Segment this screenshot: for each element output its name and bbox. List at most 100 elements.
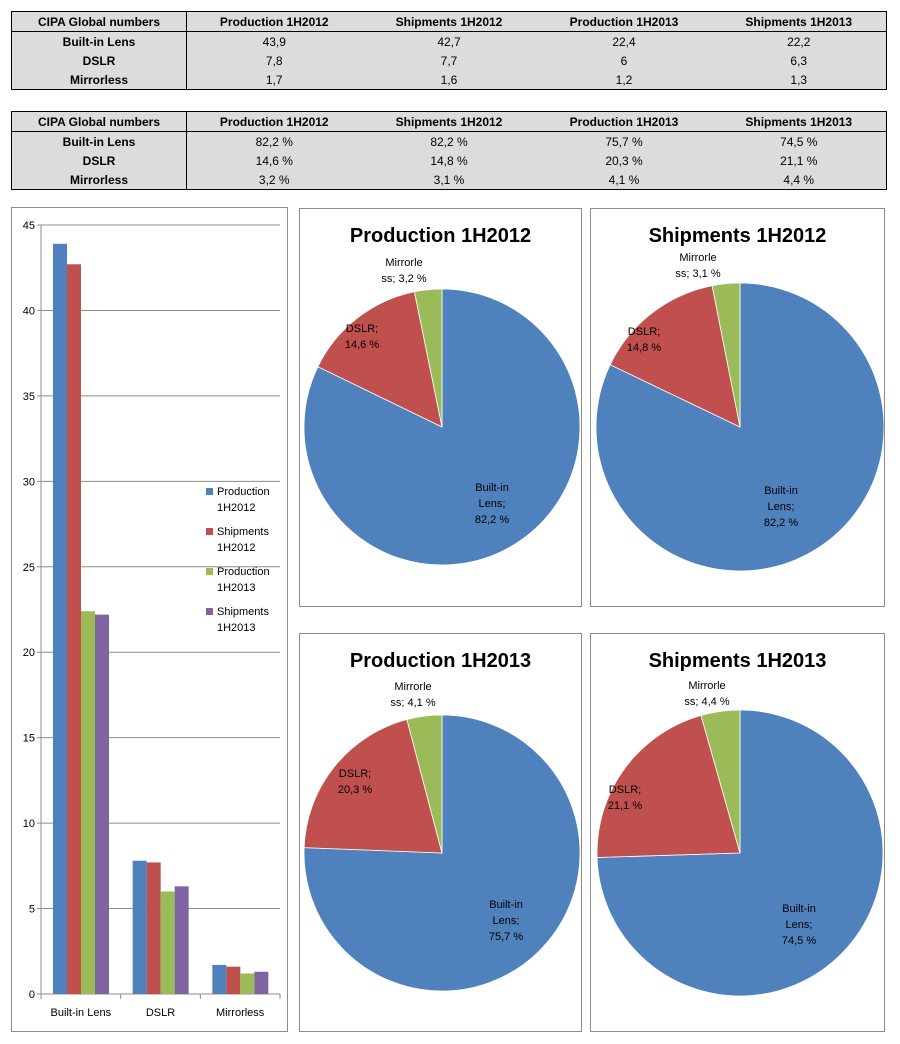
pie-chart-panel-production-1h2012: Production 1H2012 Built-in Lens; 82,2 % DSLR… [299, 208, 582, 607]
bar [174, 886, 189, 994]
pie-data-label: 75,7 % [489, 931, 523, 943]
pie-data-label: DSLR; [339, 768, 371, 780]
pie-data-label: 74,5 % [782, 935, 816, 947]
legend-swatch [206, 608, 213, 615]
y-tick-label: 25 [23, 562, 35, 574]
table-cell: 7,7 [440, 53, 458, 68]
shares-table-header-row: CIPA Global numbers Production 1H2012 Sh… [11, 111, 887, 132]
pie-slice [609, 285, 741, 428]
x-tick-label: Mirrorless [216, 1007, 265, 1019]
x-tick-label: Built-in Lens [51, 1007, 112, 1019]
table-row: Built-in Lens 82,2 % 82,2 % 75,7 % 74,5 … [11, 131, 887, 151]
header-cell: Production 1H2012 [186, 111, 362, 132]
y-tick-label: 15 [23, 733, 35, 745]
y-tick-label: 10 [23, 818, 35, 830]
pie-data-label: ss; 4,4 % [684, 696, 729, 708]
pie-chart-panel-shipments-1h2013: Shipments 1H2013 Built-in Lens; 74,5 % DSLR;… [590, 633, 885, 1032]
table-cell: 22,4 [612, 34, 636, 49]
bar [95, 614, 109, 994]
table-cell: 21,1 % [780, 153, 818, 168]
pie-title: Shipments 1H2013 [649, 650, 827, 672]
pie-chart-shipments-1h2012: Shipments 1H2012 Built-in Lens; 82,2 % DSLR;… [595, 225, 884, 572]
header-cell: CIPA Global numbers [11, 11, 187, 32]
pie-slice [303, 719, 443, 854]
pie-data-label: Lens; [493, 915, 520, 927]
table-cell: 82,2 % [255, 134, 293, 149]
counts-table: CIPA Global numbers Production 1H2012 Sh… [11, 11, 887, 90]
table-cell: 3,1 % [433, 172, 465, 187]
bar [53, 243, 67, 994]
y-tick-label: 40 [23, 305, 35, 317]
table-cell: 20,3 % [605, 153, 643, 168]
pie-data-label: ss; 4,1 % [390, 697, 435, 709]
bar [132, 860, 147, 994]
pie-slice [317, 291, 443, 428]
bar [240, 973, 255, 994]
table-row: Mirrorless 1,7 1,6 1,2 1,3 [11, 70, 887, 90]
header-cell: Shipments 1H2013 [711, 11, 887, 32]
legend-swatch [206, 488, 213, 495]
legend-label: 1H2013 [217, 582, 256, 594]
header-cell: Production 1H2013 [536, 111, 712, 132]
table-cell: 7,8 [265, 53, 283, 68]
pie-data-label: ss; 3,2 % [381, 273, 426, 285]
table-cell: 1,3 [790, 72, 808, 87]
pie-data-label: Mirrorle [688, 680, 725, 692]
table-cell: 4,1 % [608, 172, 640, 187]
legend-swatch [206, 528, 213, 535]
pie-data-label: Mirrorle [385, 257, 422, 269]
table-cell: 75,7 % [605, 134, 643, 149]
pie-title: Shipments 1H2012 [649, 225, 827, 247]
pie-slice [406, 714, 443, 854]
table-row: DSLR 14,6 % 14,8 % 20,3 % 21,1 % [11, 151, 887, 170]
pie-data-label: Mirrorle [394, 681, 431, 693]
pie-data-label: 82,2 % [475, 514, 509, 526]
row-label: Built-in Lens [11, 131, 187, 151]
pie-data-label: Lens; [786, 919, 813, 931]
row-label: DSLR [11, 51, 187, 70]
bar [146, 862, 161, 994]
header-cell: Production 1H2012 [186, 11, 362, 32]
bar [212, 964, 227, 994]
bar [81, 611, 95, 994]
header-cell: Shipments 1H2013 [711, 111, 887, 132]
shares-table: CIPA Global numbers Production 1H2012 Sh… [11, 111, 887, 190]
header-cell: Shipments 1H2012 [361, 11, 537, 32]
pie-slice [596, 714, 741, 858]
pie-data-label: 14,6 % [345, 339, 379, 351]
y-tick-label: 35 [23, 391, 35, 403]
pie-data-label: Mirrorle [679, 252, 716, 264]
table-cell: 1,6 [440, 72, 458, 87]
y-tick-label: 30 [23, 476, 35, 488]
row-label: Built-in Lens [11, 31, 187, 51]
pie-data-label: DSLR; [346, 323, 378, 335]
header-cell: Shipments 1H2012 [361, 111, 537, 132]
pie-chart-production-1h2012: Production 1H2012 Built-in Lens; 82,2 % DSLR… [303, 225, 581, 566]
y-tick-label: 20 [23, 647, 35, 659]
pie-data-label: Built-in [489, 899, 523, 911]
pie-title: Production 1H2013 [350, 650, 531, 672]
pie-chart-panel-shipments-1h2012: Shipments 1H2012 Built-in Lens; 82,2 % DSLR;… [590, 208, 885, 607]
pie-data-label: 82,2 % [764, 517, 798, 529]
header-cell: CIPA Global numbers [11, 111, 187, 132]
pie-data-label: DSLR; [609, 784, 641, 796]
table-cell: 14,8 % [430, 153, 468, 168]
table-cell: 42,7 [437, 34, 461, 49]
table-cell: 82,2 % [430, 134, 468, 149]
pie-data-label: Built-in [764, 485, 798, 497]
pie-slice [711, 282, 741, 428]
row-label: Mirrorless [11, 70, 187, 90]
table-cell: 4,4 % [783, 172, 815, 187]
table-cell: 1,7 [265, 72, 283, 87]
pie-data-label: Lens; [768, 501, 795, 513]
pie-chart-production-1h2013: Production 1H2013 Built-in Lens; 75,7 % DSLR… [303, 650, 581, 992]
table-row: Built-in Lens 43,9 42,7 22,4 22,2 [11, 31, 887, 51]
table-cell: 3,2 % [258, 172, 290, 187]
table-row: Mirrorless 3,2 % 3,1 % 4,1 % 4,4 % [11, 170, 887, 190]
legend-label: Production [217, 486, 270, 498]
legend-label: 1H2012 [217, 542, 256, 554]
bar [160, 891, 175, 994]
table-row: DSLR 7,8 7,7 6 6,3 [11, 51, 887, 70]
pie-data-label: Built-in [475, 482, 509, 494]
legend-swatch [206, 568, 213, 575]
